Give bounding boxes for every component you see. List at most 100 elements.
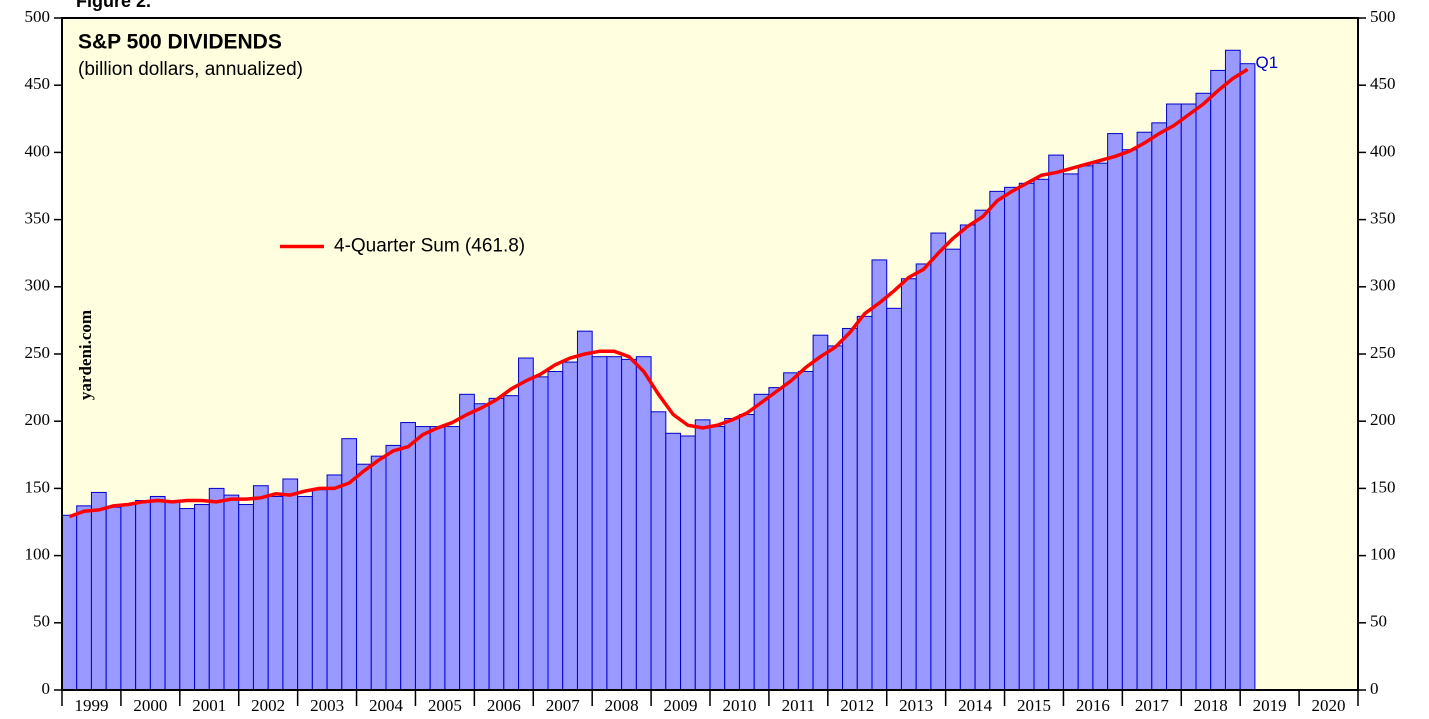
x-tick-label: 2015 <box>1017 696 1051 715</box>
bar <box>694 419 711 691</box>
x-tick-label: 2007 <box>546 696 581 715</box>
x-tick-label: 2001 <box>192 696 226 715</box>
bar <box>886 307 902 691</box>
bar <box>341 438 358 691</box>
bar <box>503 395 520 691</box>
bar <box>326 474 343 691</box>
bar <box>665 432 682 691</box>
bar <box>680 435 696 691</box>
bar <box>252 485 269 691</box>
bar <box>738 413 755 691</box>
bar <box>90 491 107 691</box>
x-tick-label: 2011 <box>782 696 815 715</box>
bar <box>385 444 402 691</box>
y-tick-label: 0 <box>42 679 51 698</box>
x-tick-label: 2009 <box>664 696 698 715</box>
x-tick-label: 2006 <box>487 696 521 715</box>
x-tick-label: 2004 <box>369 696 404 715</box>
bar <box>1180 103 1197 691</box>
bar <box>105 506 122 691</box>
y-tick-label: 500 <box>25 7 51 26</box>
bar <box>1018 182 1035 691</box>
x-tick-label: 2002 <box>251 696 285 715</box>
x-tick-label: 2008 <box>605 696 639 715</box>
bar <box>1077 165 1094 691</box>
bar <box>1136 131 1153 691</box>
bar <box>709 426 726 691</box>
x-tick-label: 2016 <box>1076 696 1110 715</box>
x-tick-label: 2014 <box>958 696 993 715</box>
bar <box>532 376 549 691</box>
bar <box>724 418 740 691</box>
y-tick-label: 400 <box>25 141 51 160</box>
y-tick-label: 50 <box>33 612 50 631</box>
x-tick-label: 2003 <box>310 696 344 715</box>
y2-tick-label: 200 <box>1370 410 1396 429</box>
bar <box>974 209 991 691</box>
bar <box>945 248 961 691</box>
bar <box>1062 173 1079 691</box>
bar <box>606 356 623 691</box>
bar <box>179 508 196 691</box>
bar <box>871 259 888 691</box>
bar <box>297 495 313 691</box>
bar <box>518 357 534 691</box>
bar <box>1107 133 1123 691</box>
y2-tick-label: 400 <box>1370 141 1396 160</box>
bar <box>562 361 578 691</box>
bar <box>930 232 947 691</box>
bar <box>238 504 254 691</box>
bar <box>591 356 608 691</box>
bar <box>311 489 328 691</box>
bar <box>1224 49 1241 691</box>
bar <box>900 278 917 691</box>
bar <box>459 393 475 691</box>
bar <box>356 463 372 691</box>
bar <box>856 315 873 691</box>
bar <box>1092 162 1109 691</box>
bar <box>61 514 78 691</box>
chart-subtitle: (billion dollars, annualized) <box>78 59 303 80</box>
y2-tick-label: 500 <box>1370 7 1396 26</box>
bar <box>120 504 137 691</box>
x-tick-label: 2012 <box>840 696 874 715</box>
y-tick-label: 100 <box>25 545 51 564</box>
line-series <box>68 67 1249 519</box>
x-tick-label: 2010 <box>722 696 756 715</box>
y2-tick-label: 250 <box>1370 343 1396 362</box>
y2-tick-label: 0 <box>1370 679 1379 698</box>
bar <box>650 411 667 691</box>
bar <box>1195 92 1212 691</box>
bar <box>473 403 490 691</box>
bar <box>1121 149 1138 691</box>
bar <box>635 356 652 691</box>
bar <box>194 504 210 691</box>
y-tick-label: 150 <box>25 477 51 496</box>
y-tick-label: 200 <box>25 410 51 429</box>
x-tick-label: 2005 <box>428 696 462 715</box>
bar <box>783 372 799 691</box>
bar <box>1210 69 1226 691</box>
x-tick-label: 2020 <box>1312 696 1346 715</box>
bar <box>400 422 416 691</box>
x-tick-label: 2013 <box>899 696 933 715</box>
bar <box>797 370 814 691</box>
bar <box>812 334 829 691</box>
bar <box>1166 103 1182 691</box>
bar <box>1048 154 1064 691</box>
bar <box>1151 122 1168 691</box>
bar <box>842 327 858 691</box>
bar <box>370 455 387 691</box>
y2-tick-label: 350 <box>1370 209 1396 228</box>
y2-tick-label: 150 <box>1370 477 1396 496</box>
y2-tick-label: 300 <box>1370 276 1396 295</box>
bar <box>1239 63 1256 691</box>
bar <box>576 330 593 691</box>
y2-tick-label: 450 <box>1370 74 1396 93</box>
bar <box>621 358 637 691</box>
bar <box>208 487 225 691</box>
x-tick-label: 1999 <box>74 696 108 715</box>
y2-tick-label: 100 <box>1370 545 1396 564</box>
figure-label: Figure 2. <box>76 0 151 11</box>
